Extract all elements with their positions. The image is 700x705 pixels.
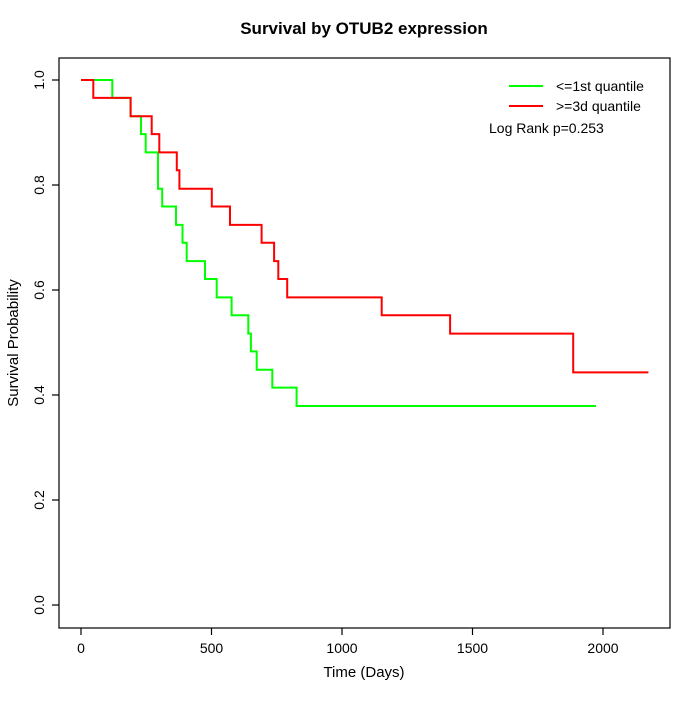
legend: <=1st quantile >=3d quantile Log Rank p=…: [489, 78, 644, 136]
x-tick-label: 1000: [326, 640, 357, 656]
km-curve-third-quantile: [81, 79, 649, 374]
legend-label-third-quantile: >=3d quantile: [556, 98, 641, 114]
x-tick-label: 2000: [587, 640, 618, 656]
x-axis-title: Time (Days): [323, 664, 404, 681]
x-tick-label: 0: [77, 640, 85, 656]
y-axis-title: Survival Probability: [5, 279, 22, 407]
km-curve-first-quantile: [81, 79, 596, 407]
x-tick-label: 1500: [457, 640, 488, 656]
log-rank-pvalue: Log Rank p=0.253: [489, 120, 604, 136]
y-tick-label: 0.4: [31, 385, 47, 405]
y-tick-label: 1.0: [31, 70, 47, 90]
x-axis: 0 500 1000 1500 2000: [77, 628, 619, 656]
y-tick-label: 0.6: [31, 280, 47, 300]
plot-frame: [58, 57, 671, 629]
survival-curves: [81, 79, 649, 407]
y-tick-label: 0.2: [31, 490, 47, 510]
y-axis: 0.0 0.2 0.4 0.6 0.8 1.0: [31, 70, 59, 615]
x-tick-label: 500: [200, 640, 224, 656]
chart-title: Survival by OTUB2 expression: [240, 19, 488, 38]
y-tick-label: 0.8: [31, 175, 47, 195]
legend-label-first-quantile: <=1st quantile: [556, 78, 644, 94]
y-tick-label: 0.0: [31, 595, 47, 615]
